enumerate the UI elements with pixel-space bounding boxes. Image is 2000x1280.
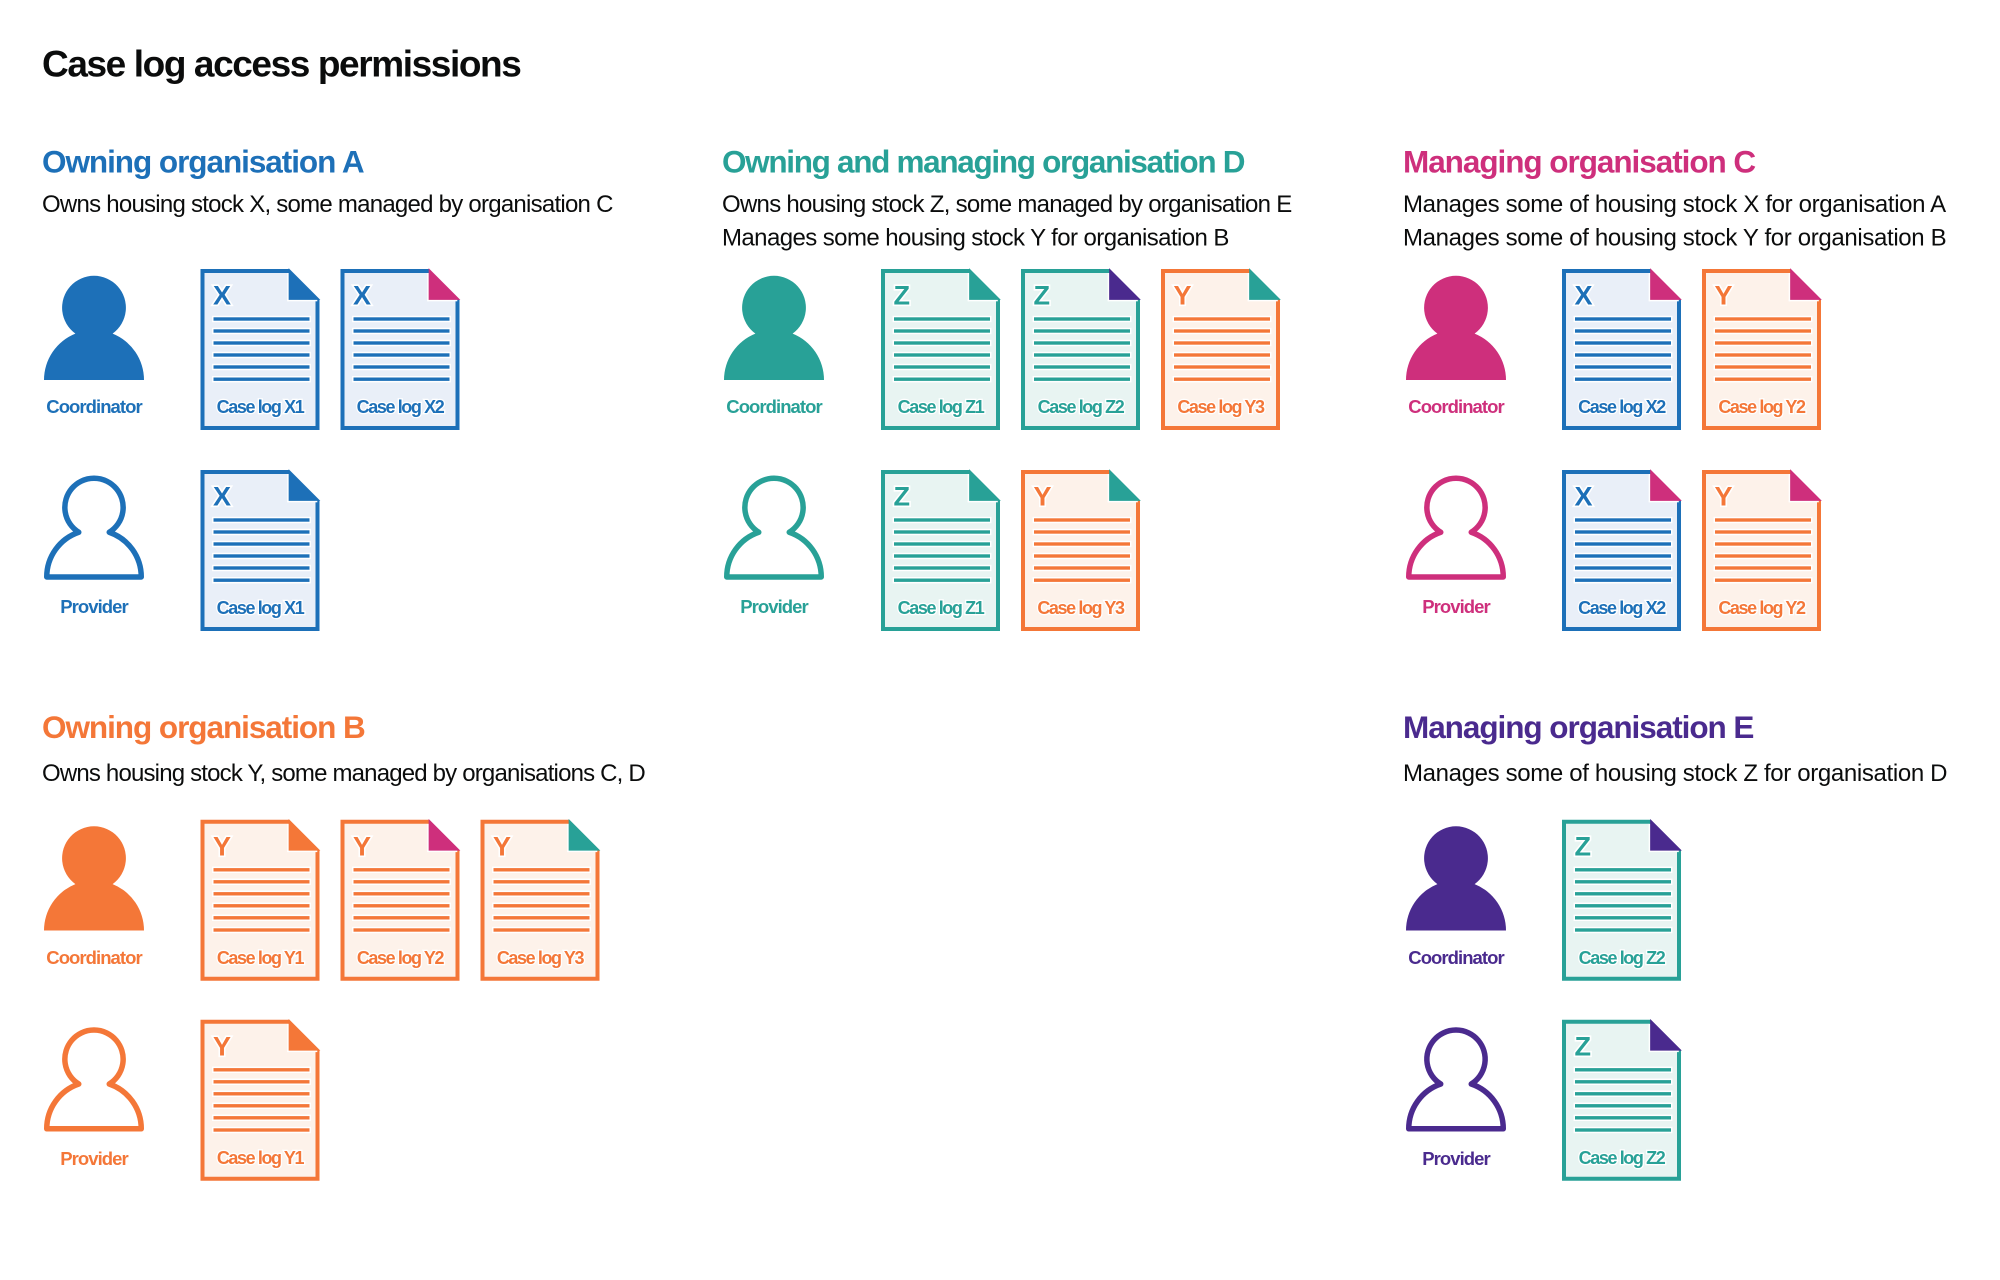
svg-text:Case log X1: Case log X1: [217, 397, 305, 417]
svg-text:Y: Y: [353, 832, 371, 862]
svg-text:Case log Z1: Case log Z1: [898, 598, 985, 618]
svg-text:Manages some of housing stock: Manages some of housing stock X for orga…: [1403, 191, 1946, 218]
svg-text:X: X: [353, 281, 371, 311]
svg-text:Z: Z: [1575, 832, 1592, 862]
svg-text:Managing organisation C: Managing organisation C: [1403, 144, 1755, 180]
svg-text:Provider: Provider: [1422, 596, 1490, 617]
svg-text:Y: Y: [1174, 281, 1192, 311]
svg-text:Case log X1: Case log X1: [217, 598, 305, 618]
svg-text:Coordinator: Coordinator: [1408, 396, 1504, 417]
svg-text:Manages some of housing stock: Manages some of housing stock Y for orga…: [1403, 225, 1946, 252]
svg-text:Y: Y: [1715, 281, 1733, 311]
svg-text:Y: Y: [213, 832, 231, 862]
svg-text:Y: Y: [213, 1032, 231, 1062]
svg-text:Case log Y2: Case log Y2: [1718, 397, 1806, 417]
svg-text:X: X: [1575, 281, 1593, 311]
svg-text:Owning and managing organisati: Owning and managing organisation D: [722, 144, 1245, 180]
svg-text:Case log X2: Case log X2: [357, 397, 445, 417]
svg-text:Case log Z2: Case log Z2: [1579, 948, 1666, 968]
svg-text:Case log X2: Case log X2: [1578, 598, 1666, 618]
svg-text:Z: Z: [1034, 281, 1051, 311]
svg-text:Coordinator: Coordinator: [1408, 947, 1504, 968]
svg-text:Provider: Provider: [740, 596, 808, 617]
svg-text:Case log X2: Case log X2: [1578, 397, 1666, 417]
svg-text:X: X: [213, 281, 231, 311]
svg-text:Case log Z2: Case log Z2: [1038, 397, 1125, 417]
svg-text:Case log Y1: Case log Y1: [217, 1148, 305, 1168]
svg-text:Owning organisation B: Owning organisation B: [42, 709, 365, 745]
svg-text:Case log Y3: Case log Y3: [1177, 397, 1265, 417]
svg-text:Managing organisation E: Managing organisation E: [1403, 709, 1753, 745]
svg-text:Y: Y: [1034, 482, 1052, 512]
svg-text:X: X: [213, 482, 231, 512]
svg-text:Provider: Provider: [60, 1148, 128, 1169]
svg-text:Case log Y2: Case log Y2: [357, 948, 445, 968]
svg-text:Case log Y2: Case log Y2: [1718, 598, 1806, 618]
svg-text:Coordinator: Coordinator: [46, 947, 142, 968]
svg-text:Owning organisation A: Owning organisation A: [42, 144, 364, 180]
svg-text:Case log Y3: Case log Y3: [1037, 598, 1125, 618]
svg-text:Z: Z: [894, 281, 911, 311]
svg-text:Owns housing stock Y, some man: Owns housing stock Y, some managed by or…: [42, 760, 645, 787]
svg-text:Owns housing stock X, some man: Owns housing stock X, some managed by or…: [42, 191, 613, 218]
svg-text:Z: Z: [1575, 1032, 1592, 1062]
svg-text:Y: Y: [1715, 482, 1733, 512]
svg-text:Coordinator: Coordinator: [726, 396, 822, 417]
svg-text:Case log Y1: Case log Y1: [217, 948, 305, 968]
svg-text:Case log Y3: Case log Y3: [497, 948, 585, 968]
svg-text:Case log access permissions: Case log access permissions: [42, 44, 521, 85]
svg-text:Case log Z1: Case log Z1: [898, 397, 985, 417]
svg-text:Y: Y: [493, 832, 511, 862]
svg-text:Owns housing stock Z, some man: Owns housing stock Z, some managed by or…: [722, 191, 1292, 218]
svg-text:Provider: Provider: [60, 596, 128, 617]
svg-text:Manages some housing stock Y f: Manages some housing stock Y for organis…: [722, 225, 1229, 252]
svg-text:Manages some of housing stock: Manages some of housing stock Z for orga…: [1403, 760, 1947, 787]
svg-text:Case log Z2: Case log Z2: [1579, 1148, 1666, 1168]
svg-text:Coordinator: Coordinator: [46, 396, 142, 417]
svg-text:X: X: [1575, 482, 1593, 512]
svg-text:Provider: Provider: [1422, 1148, 1490, 1169]
svg-text:Z: Z: [894, 482, 911, 512]
